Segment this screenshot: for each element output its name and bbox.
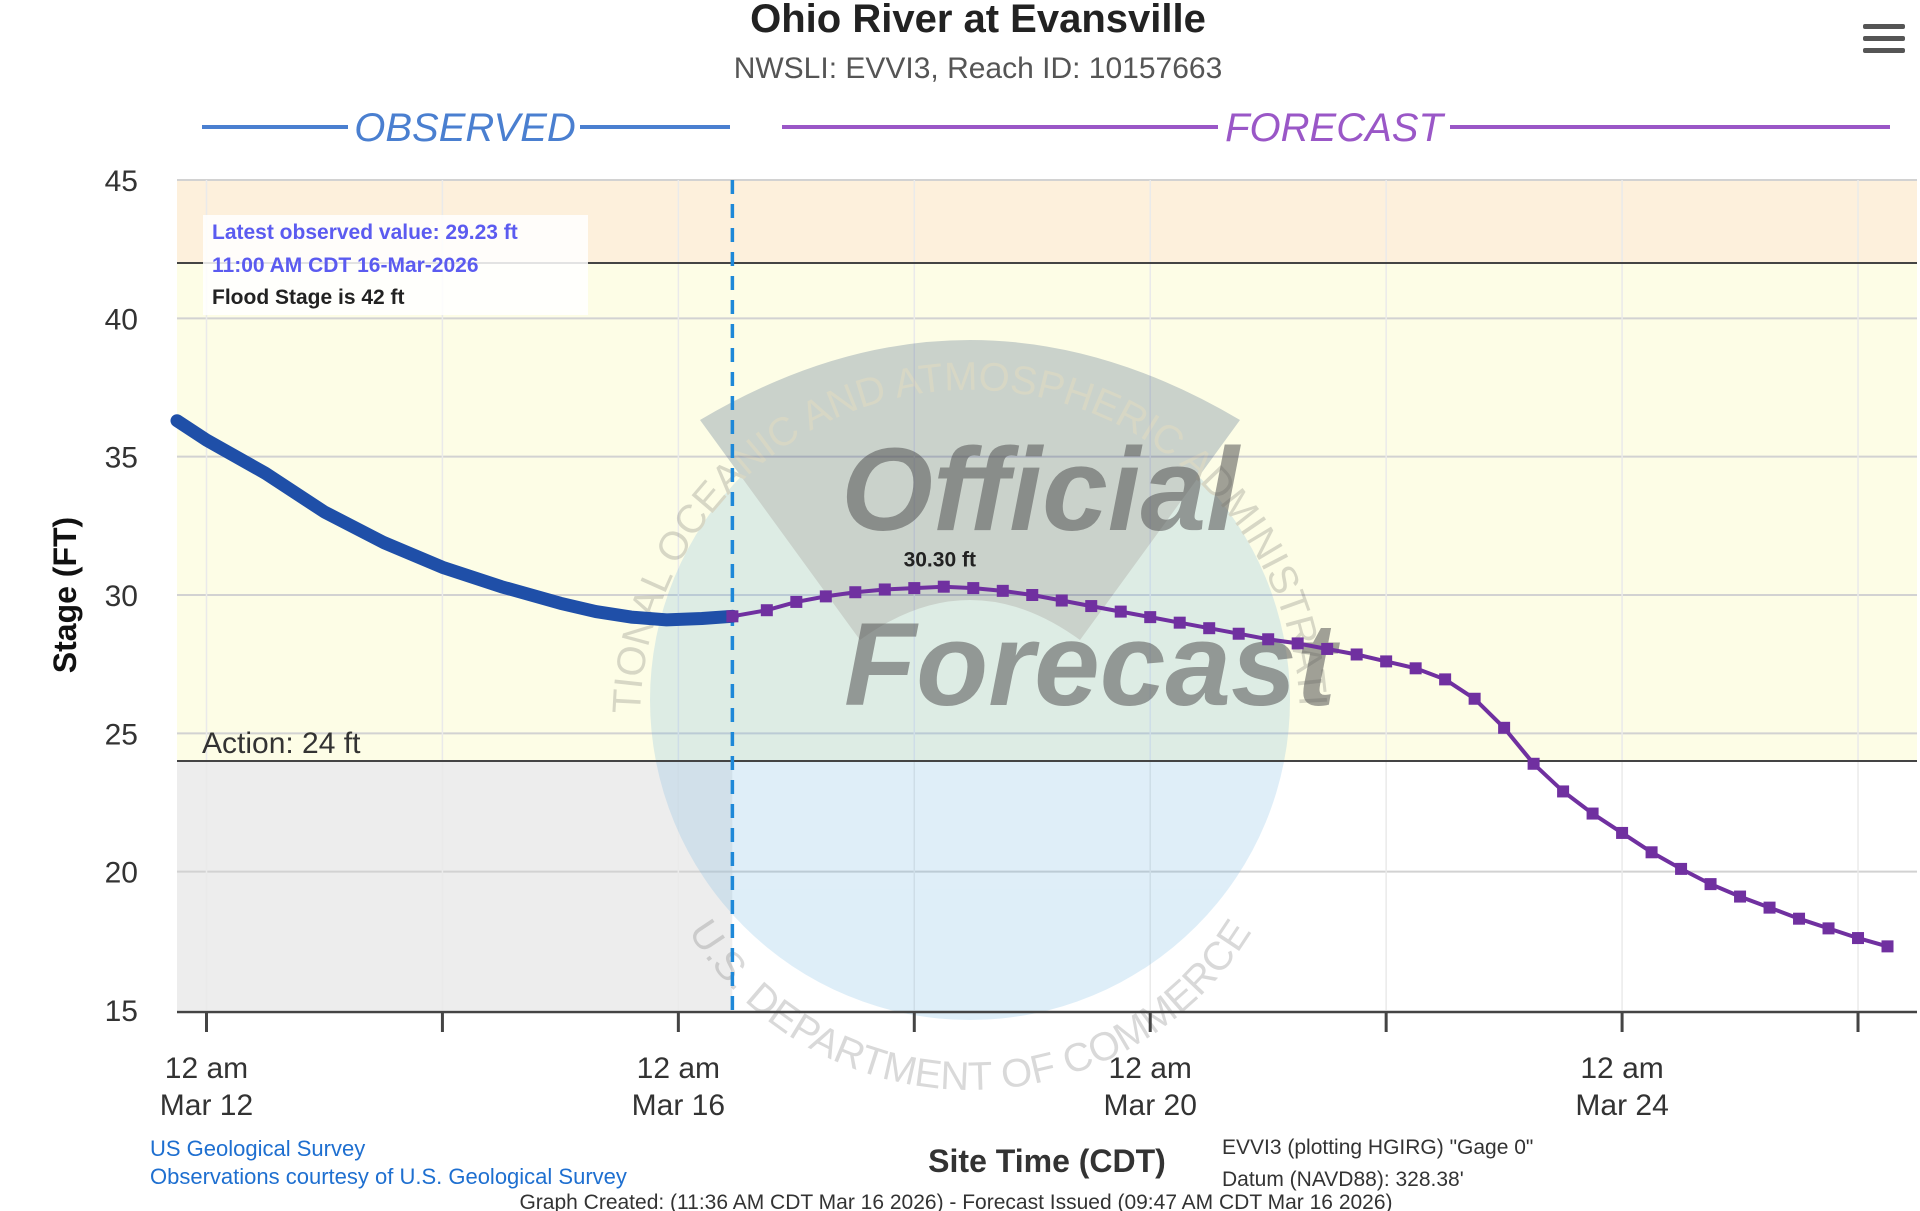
peak-label: 30.30 ft (904, 549, 976, 572)
forecast-point[interactable] (1439, 673, 1452, 686)
forecast-point[interactable] (760, 604, 773, 617)
forecast-label: FORECAST (1225, 106, 1445, 150)
forecast-point[interactable] (1822, 922, 1835, 935)
observed-section-header: OBSERVED (202, 106, 730, 150)
latest-observed-time: 11:00 AM CDT 16-Mar-2026 (212, 254, 479, 277)
forecast-point[interactable] (908, 582, 921, 595)
forecast-point[interactable] (1232, 627, 1245, 640)
forecast-point[interactable] (1793, 912, 1806, 925)
forecast-point[interactable] (1262, 633, 1275, 646)
noaa-globe-icon (650, 380, 1290, 1020)
watermark-word2: Forecast (844, 599, 1341, 731)
forecast-point[interactable] (1734, 890, 1747, 903)
forecast-section-header: FORECAST (782, 106, 1890, 150)
x-tick-label-time: 12 am (637, 1052, 720, 1085)
stage-bands (177, 180, 1917, 1010)
observed-label: OBSERVED (354, 106, 576, 150)
forecast-point[interactable] (1114, 605, 1127, 618)
noaa-bird-icon (700, 340, 1240, 640)
y-tick-label: 15 (105, 995, 138, 1028)
forecast-point[interactable] (1881, 940, 1894, 953)
y-tick-label: 40 (105, 303, 138, 336)
gridlines (177, 179, 1917, 1010)
y-tick-label: 30 (105, 580, 138, 613)
latest-observed-value: Latest observed value: 29.23 ft (212, 221, 518, 244)
forecast-points (726, 580, 1894, 953)
graph-created-info: Graph Created: (11:36 AM CDT Mar 16 2026… (519, 1191, 1392, 1211)
forecast-point[interactable] (1291, 637, 1304, 650)
menu-bar-top (1863, 24, 1905, 29)
gage-info: EVVI3 (plotting HGIRG) "Gage 0" (1222, 1136, 1533, 1159)
band-action-to-flood-forecast (732, 263, 1917, 761)
forecast-point[interactable] (1380, 655, 1393, 668)
forecast-point[interactable] (937, 580, 950, 593)
band-below-action (177, 761, 733, 1010)
forecast-point[interactable] (878, 583, 891, 596)
forecast-point[interactable] (1704, 878, 1717, 891)
forecast-point[interactable] (1586, 807, 1599, 820)
forecast-point[interactable] (1026, 589, 1039, 601)
forecast-point[interactable] (1675, 862, 1688, 875)
y-tick-label: 25 (105, 718, 138, 751)
x-axis-ticks: 12 am Mar 12 12 am Mar 16 12 am Mar 20 12 am Ma… (160, 1012, 1860, 1122)
forecast-point[interactable] (1350, 648, 1363, 661)
x-tick-label-date: Mar 24 (1575, 1089, 1668, 1122)
forecast-point[interactable] (1055, 594, 1068, 607)
official-forecast-stamp: Official Forecast (841, 424, 1341, 731)
band-above-flood-forecast (732, 180, 1917, 263)
info-box-background (203, 215, 588, 315)
x-tick-label-date: Mar 20 (1104, 1089, 1197, 1122)
forecast-point[interactable] (1852, 932, 1865, 945)
forecast-point[interactable] (1321, 642, 1334, 655)
forecast-series-line (732, 584, 1889, 949)
forecast-point[interactable] (1173, 616, 1186, 629)
y-tick-label: 35 (105, 442, 138, 475)
hamburger-menu-icon[interactable] (1855, 10, 1911, 66)
forecast-point[interactable] (819, 590, 832, 603)
menu-bar-middle (1863, 36, 1905, 41)
usgs-observations-link[interactable]: Observations courtesy of U.S. Geological… (150, 1164, 627, 1189)
forecast-point[interactable] (1085, 600, 1098, 613)
forecast-point[interactable] (1468, 692, 1481, 705)
forecast-point[interactable] (849, 586, 862, 599)
menu-bar-bottom (1863, 48, 1905, 53)
band-below-action-forecast (732, 761, 1917, 1010)
y-axis-ticks: 15 20 25 30 35 40 45 (105, 165, 138, 1028)
forecast-point[interactable] (1498, 721, 1511, 734)
forecast-point[interactable] (1616, 826, 1629, 839)
x-tick-label-date: Mar 16 (632, 1089, 725, 1122)
forecast-point[interactable] (1557, 785, 1570, 798)
x-axis-label: Site Time (CDT) (928, 1143, 1166, 1179)
watermark-agency: NOAA (882, 401, 1059, 468)
forecast-point[interactable] (967, 582, 980, 595)
watermark-word1: Official (841, 424, 1241, 556)
forecast-point[interactable] (790, 595, 803, 608)
x-tick-label-date: Mar 12 (160, 1089, 253, 1122)
forecast-point[interactable] (1409, 662, 1422, 675)
forecast-point[interactable] (1645, 846, 1658, 859)
forecast-point[interactable] (1203, 622, 1216, 635)
x-tick-label-time: 12 am (1580, 1052, 1663, 1085)
forecast-point[interactable] (1144, 611, 1157, 624)
x-tick-label-time: 12 am (1109, 1052, 1192, 1085)
chart-subtitle: NWSLI: EVVI3, Reach ID: 10157663 (734, 52, 1223, 85)
datum-info: Datum (NAVD88): 328.38' (1222, 1168, 1464, 1191)
band-action-to-flood (177, 263, 733, 761)
action-stage-label: Action: 24 ft (202, 727, 361, 760)
observed-series-line (170, 414, 739, 627)
flood-stage-text: Flood Stage is 42 ft (212, 286, 405, 309)
y-tick-label: 45 (105, 165, 138, 198)
x-tick-label-time: 12 am (165, 1052, 248, 1085)
forecast-point[interactable] (726, 610, 739, 623)
info-box: Latest observed value: 29.23 ft 11:00 AM… (203, 215, 588, 315)
y-tick-label: 20 (105, 857, 138, 890)
forecast-point[interactable] (1527, 757, 1540, 770)
forecast-point[interactable] (1763, 901, 1776, 914)
chart-title: Ohio River at Evansville (750, 0, 1206, 41)
forecast-point[interactable] (996, 584, 1009, 597)
usgs-credit-link[interactable]: US Geological Survey (150, 1136, 365, 1161)
y-axis-label: Stage (FT) (47, 517, 83, 673)
